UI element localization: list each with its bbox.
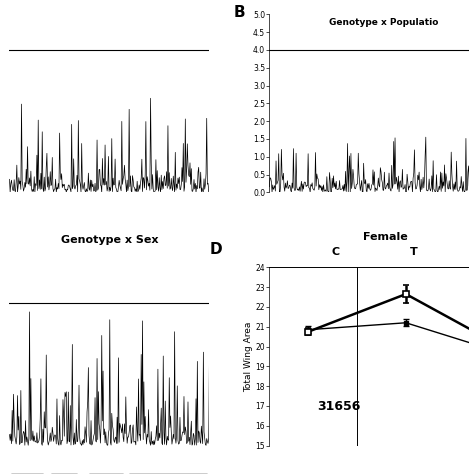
Text: Genotype x Sex: Genotype x Sex (61, 235, 158, 245)
Text: D: D (210, 242, 222, 257)
Text: B: B (233, 5, 245, 20)
Text: C: C (331, 246, 339, 256)
Text: Female: Female (363, 232, 408, 242)
Text: Genotype x Populatio: Genotype x Populatio (329, 18, 439, 27)
Y-axis label: Total Wing Area: Total Wing Area (244, 321, 253, 392)
Text: T: T (410, 246, 417, 256)
Text: 31656: 31656 (318, 400, 361, 413)
